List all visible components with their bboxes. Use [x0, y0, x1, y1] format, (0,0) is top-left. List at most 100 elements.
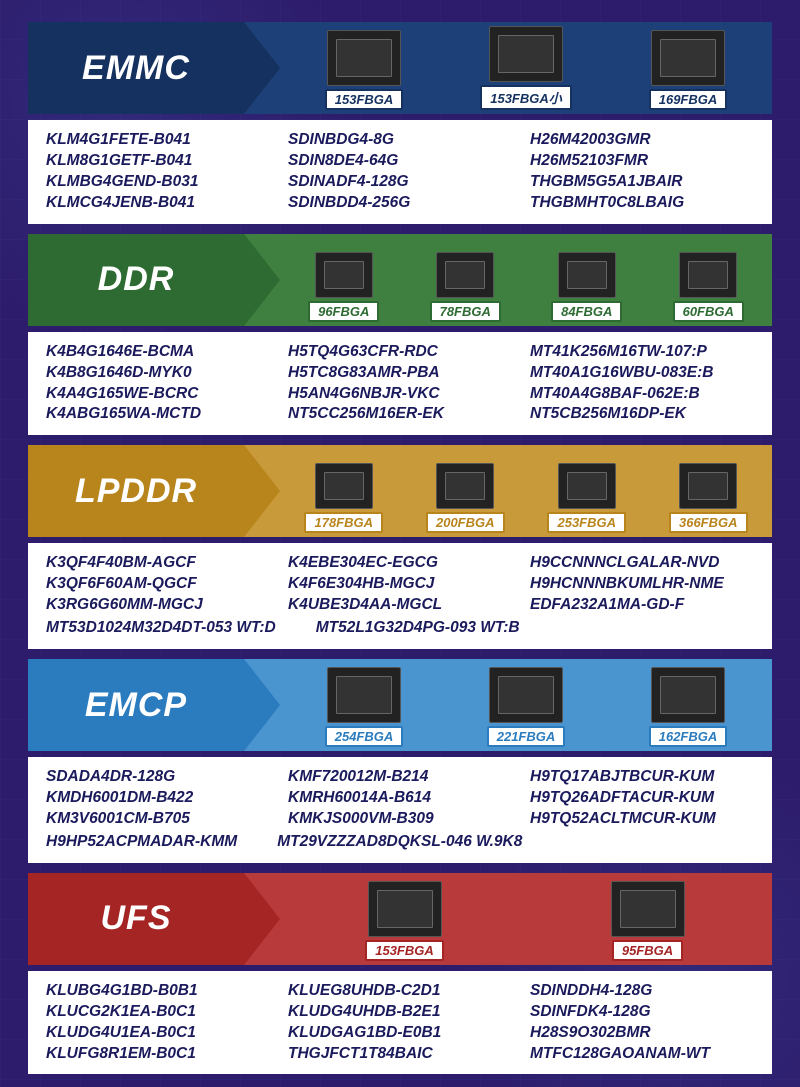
part-number: KLUBG4G1BD-B0B1 — [46, 981, 270, 1002]
part-number: NT5CC256M16ER-EK — [288, 404, 512, 425]
parts-column: MT41K256M16TW-107:PMT40A1G16WBU-083E:BMT… — [530, 342, 754, 426]
chip-icon — [327, 30, 401, 86]
category-label: EMCP — [85, 686, 187, 725]
chip-cell: 221FBGA — [448, 667, 604, 747]
part-number: EDFA232A1MA-GD-F — [530, 595, 754, 616]
section-lpddr: LPDDR 178FBGA 200FBGA 253FBGA 366FBGA K3QF4F4… — [28, 445, 772, 649]
part-number: K4ABG165WA-MCTD — [46, 404, 270, 425]
chip-strip: 153FBGA 153FBGA小 169FBGA — [242, 22, 772, 114]
parts-box: KLUBG4G1BD-B0B1KLUCG2K1EA-B0C1KLUDG4U1EA… — [28, 971, 772, 1075]
chip-icon — [679, 463, 737, 509]
part-number: SDINDDH4-128G — [530, 981, 754, 1002]
chip-cell: 60FBGA — [651, 252, 767, 322]
part-number: MT41K256M16TW-107:P — [530, 342, 754, 363]
category-tab: EMMC — [28, 22, 244, 114]
part-number: THGBMHT0C8LBAIG — [530, 193, 754, 214]
part-number: SDADA4DR-128G — [46, 767, 270, 788]
chip-icon — [651, 667, 725, 723]
part-number: K4F6E304HB-MGCJ — [288, 574, 512, 595]
chip-label: 96FBGA — [308, 301, 379, 322]
parts-overflow-row: H9HP52ACPMADAR-KMMMT29VZZZAD8DQKSL-046 W… — [46, 832, 754, 853]
part-number: THGJFCT1T84BAIC — [288, 1044, 512, 1065]
parts-box: KLM4G1FETE-B041KLM8G1GETF-B041KLMBG4GEND… — [28, 120, 772, 224]
chip-label: 253FBGA — [547, 512, 626, 533]
chip-label: 169FBGA — [649, 89, 728, 110]
part-number: H26M52103FMR — [530, 151, 754, 172]
part-number: MTFC128GAOANAM-WT — [530, 1044, 754, 1065]
part-number: MT40A1G16WBU-083E:B — [530, 363, 754, 384]
category-header: LPDDR 178FBGA 200FBGA 253FBGA 366FBGA — [28, 445, 772, 537]
parts-column: KLUEG8UHDB-C2D1KLUDG4UHDB-B2E1KLUDGAG1BD… — [288, 981, 512, 1065]
chip-icon — [489, 667, 563, 723]
category-label: LPDDR — [75, 472, 197, 511]
parts-column: KLUBG4G1BD-B0B1KLUCG2K1EA-B0C1KLUDG4U1EA… — [46, 981, 270, 1065]
chip-cell: 153FBGA — [286, 30, 442, 110]
part-number: SDINADF4-128G — [288, 172, 512, 193]
parts-box: K3QF4F40BM-AGCFK3QF6F60AM-QGCFK3RG6G60MM… — [28, 543, 772, 649]
chip-strip: 254FBGA221FBGA162FBGA — [242, 659, 772, 751]
chip-icon — [436, 463, 494, 509]
chip-cell: 253FBGA — [529, 463, 645, 533]
category-header: EMCP254FBGA221FBGA162FBGA — [28, 659, 772, 751]
chip-cell: 162FBGA — [610, 667, 766, 747]
category-tab: LPDDR — [28, 445, 244, 537]
chip-label: 153FBGA — [365, 940, 444, 961]
part-number: H26M42003GMR — [530, 130, 754, 151]
parts-column: SDINDDH4-128GSDINFDK4-128GH28S9O302BMRMT… — [530, 981, 754, 1065]
part-number: H9CCNNNCLGALAR-NVD — [530, 553, 754, 574]
chip-cell: 95FBGA — [529, 881, 766, 961]
parts-column: H9TQ17ABJTBCUR-KUMH9TQ26ADFTACUR-KUMH9TQ… — [530, 767, 754, 830]
category-label: UFS — [101, 899, 172, 938]
chip-cell: 78FBGA — [408, 252, 524, 322]
chip-cell: 84FBGA — [529, 252, 645, 322]
parts-box: K4B4G1646E-BCMAK4B8G1646D-MYK0K4A4G165WE… — [28, 332, 772, 436]
parts-column: K4EBE304EC-EGCGK4F6E304HB-MGCJK4UBE3D4AA… — [288, 553, 512, 616]
part-number: K4B4G1646E-BCMA — [46, 342, 270, 363]
chip-label: 200FBGA — [426, 512, 505, 533]
part-number: NT5CB256M16DP-EK — [530, 404, 754, 425]
chip-icon — [327, 667, 401, 723]
chip-icon — [558, 463, 616, 509]
parts-overflow-row: MT53D1024M32D4DT-053 WT:D MT52L1G32D4PG-0… — [46, 618, 754, 639]
part-number: KMKJS000VM-B309 — [288, 809, 512, 830]
parts-column: H9CCNNNCLGALAR-NVDH9HCNNNBKUMLHR-NMEEDFA… — [530, 553, 754, 616]
chip-label: 84FBGA — [551, 301, 622, 322]
part-number: H9HP52ACPMADAR-KMM — [46, 832, 237, 853]
chip-label: 60FBGA — [673, 301, 744, 322]
chip-cell: 178FBGA — [286, 463, 402, 533]
chip-strip: 153FBGA 95FBGA — [242, 873, 772, 965]
part-number: KMRH60014A-B614 — [288, 788, 512, 809]
part-number: K4EBE304EC-EGCG — [288, 553, 512, 574]
chip-label: 153FBGA小 — [480, 85, 572, 110]
category-header: DDR 96FBGA 78FBGA 84FBGA 60FBGA — [28, 234, 772, 326]
part-number: MT53D1024M32D4DT-053 WT:D — [46, 618, 276, 639]
part-number: SDINBDG4-8G — [288, 130, 512, 151]
category-label: DDR — [98, 260, 175, 299]
part-number: H28S9O302BMR — [530, 1023, 754, 1044]
part-number: KLM8G1GETF-B041 — [46, 151, 270, 172]
part-number: MT52L1G32D4PG-093 WT:B — [316, 618, 520, 639]
chip-icon — [611, 881, 685, 937]
parts-column: SDADA4DR-128GKMDH6001DM-B422KM3V6001CM-B… — [46, 767, 270, 830]
part-number: H9TQ26ADFTACUR-KUM — [530, 788, 754, 809]
chip-cell: 96FBGA — [286, 252, 402, 322]
chip-cell: 366FBGA — [651, 463, 767, 533]
part-number: KLUEG8UHDB-C2D1 — [288, 981, 512, 1002]
chip-icon — [368, 881, 442, 937]
part-number: K4B8G1646D-MYK0 — [46, 363, 270, 384]
chip-icon — [436, 252, 494, 298]
section-emmc: EMMC 153FBGA 153FBGA小 169FBGA KLM4G1FETE-B04… — [28, 22, 772, 224]
part-number: H9HCNNNBKUMLHR-NME — [530, 574, 754, 595]
part-number: H5AN4G6NBJR-VKC — [288, 384, 512, 405]
chip-strip: 96FBGA 78FBGA 84FBGA 60FBGA — [242, 234, 772, 326]
chip-cell: 153FBGA小 — [448, 26, 604, 110]
part-number: H9TQ17ABJTBCUR-KUM — [530, 767, 754, 788]
part-number: MT40A4G8BAF-062E:B — [530, 384, 754, 405]
part-number: KLMBG4GEND-B031 — [46, 172, 270, 193]
part-number: KLUDGAG1BD-E0B1 — [288, 1023, 512, 1044]
chip-label: 162FBGA — [649, 726, 728, 747]
part-number: THGBM5G5A1JBAIR — [530, 172, 754, 193]
chip-icon — [315, 252, 373, 298]
chip-cell: 200FBGA — [408, 463, 524, 533]
part-number: KLMCG4JENB-B041 — [46, 193, 270, 214]
